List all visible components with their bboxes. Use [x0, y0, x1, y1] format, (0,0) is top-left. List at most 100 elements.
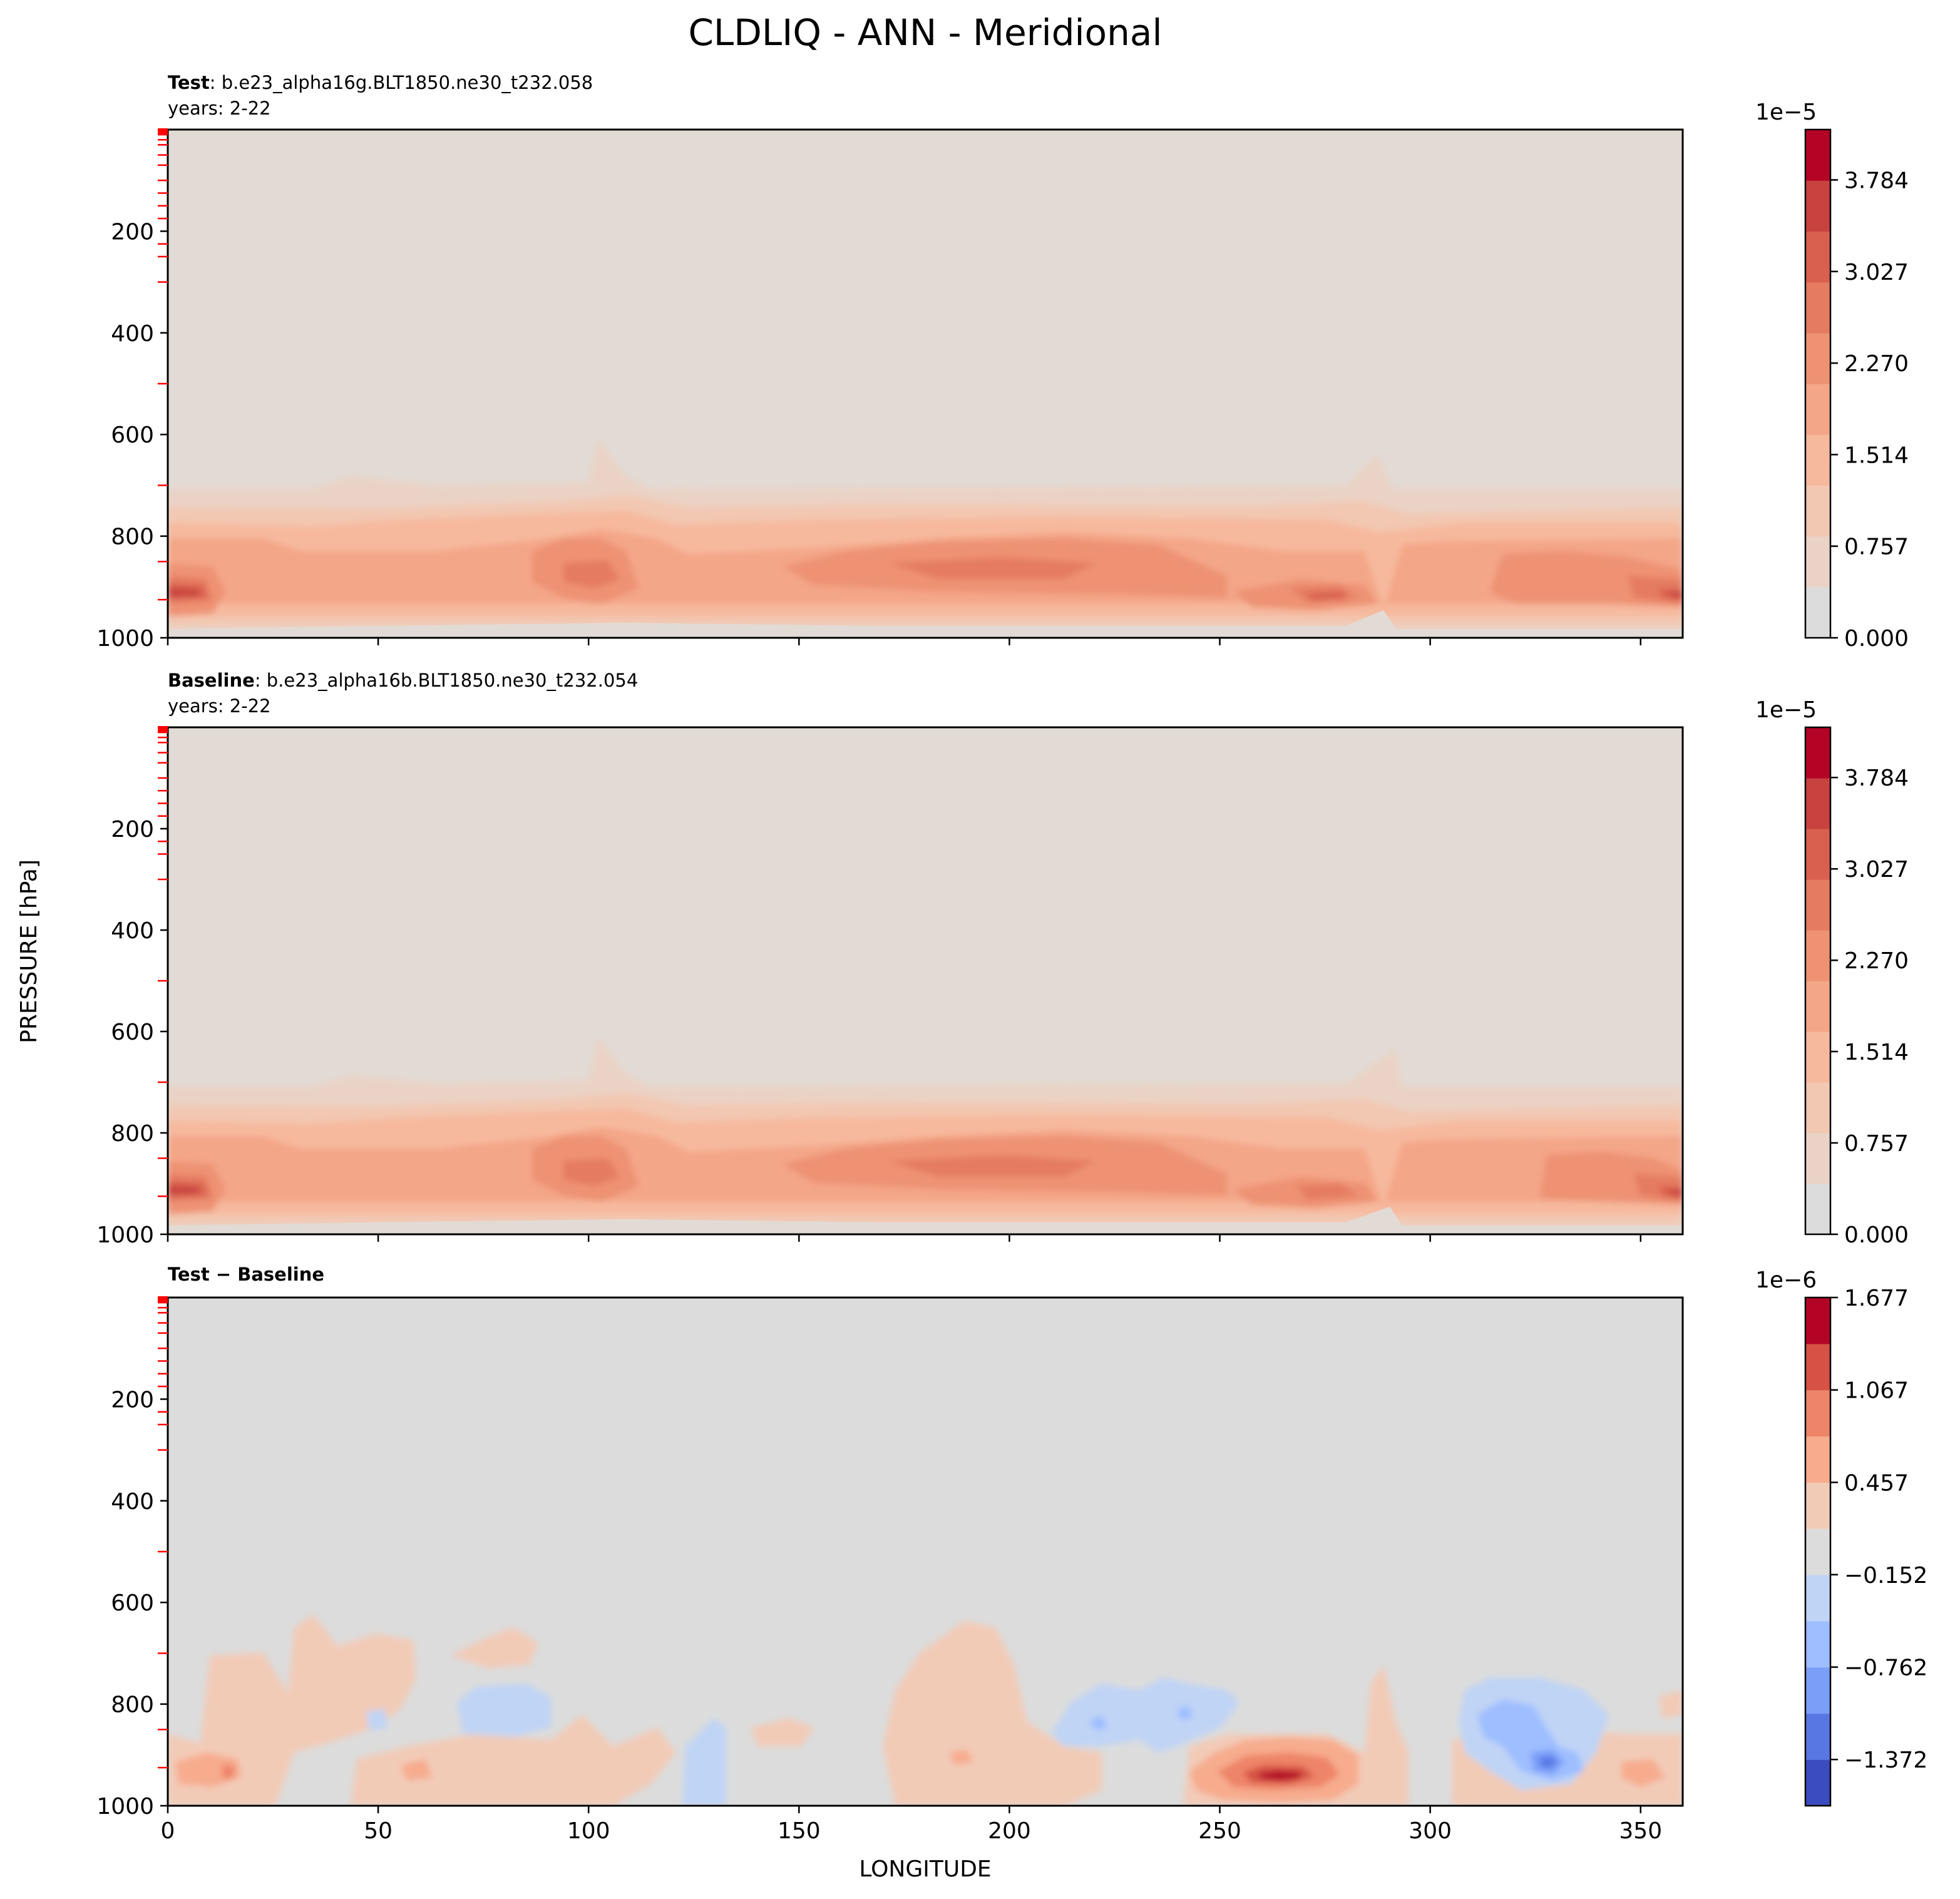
colorbar-level: [1805, 1343, 1830, 1391]
colorbar-level: [1805, 180, 1830, 232]
colorbar-level: [1805, 1713, 1830, 1760]
colorbar-tick-label: −0.762: [1844, 1655, 1927, 1681]
x-tick-label: 250: [1198, 1818, 1241, 1844]
y-tick-label: 200: [111, 817, 154, 842]
colorbar-level: [1805, 384, 1830, 435]
y-tick-label: 1000: [96, 626, 154, 652]
colorbar-level: [1805, 1667, 1830, 1714]
colorbar-level: [1805, 1759, 1830, 1806]
colorbar-exponent: 1e−6: [1755, 1267, 1817, 1293]
colorbar-level: [1805, 778, 1830, 829]
panel-test-label-case: : b.e23_alpha16g.BLT1850.ne30_t232.058: [210, 72, 593, 93]
colorbar-frame: [1804, 128, 1832, 639]
figure-title: CLDLIQ - ANN - Meridional: [688, 11, 1162, 54]
colorbar-level: [1805, 1574, 1830, 1622]
colorbar-level: [1805, 434, 1830, 486]
x-tick-label: 300: [1408, 1818, 1452, 1844]
colorbar-level: [1805, 332, 1830, 384]
y-tick-label: 1000: [96, 1794, 154, 1820]
panel-test-y-axis: 200 400 600 800 1000: [96, 128, 168, 652]
panel-difference-x-axis: 0 50 100 150 200 250 300 350: [161, 1806, 1662, 1844]
panel-test: Test: b.e23_alpha16g.BLT1850.ne30_t232.0…: [96, 72, 1909, 652]
colorbar-level: [1805, 1528, 1830, 1575]
panel-test-x-ticks: [167, 638, 1642, 645]
colorbar-tick-label: 1.514: [1844, 443, 1909, 468]
field-layer-6: [168, 557, 1683, 604]
pressure-level-tick-cluster: [158, 1296, 168, 1301]
colorbar-level: [1805, 981, 1830, 1032]
colorbar-tick-label: 0.000: [1844, 1222, 1909, 1248]
colorbar-level: [1805, 1184, 1830, 1235]
colorbar-tick-label: 2.270: [1844, 948, 1909, 974]
colorbar-tick-label: 3.027: [1844, 857, 1909, 883]
field-layer-6: [168, 1155, 1683, 1202]
panel-baseline-years: years: 2-22: [168, 695, 271, 717]
panel-baseline-field: [168, 727, 1683, 1234]
x-tick-label: 100: [567, 1818, 610, 1844]
panel-difference-field: [168, 1298, 1683, 1806]
panel-difference-label: Test − Baseline: [168, 1264, 324, 1285]
y-tick-label: 600: [111, 1590, 154, 1616]
panel-baseline-label: Baseline: b.e23_alpha16b.BLT1850.ne30_t2…: [168, 670, 638, 691]
colorbar-frame: [1804, 1296, 1832, 1807]
panel-test-label-bold: Test: [168, 72, 210, 93]
colorbar-tick-label: 0.000: [1844, 626, 1909, 652]
colorbar-tick-label: 0.757: [1844, 1131, 1909, 1157]
panel-baseline-label-bold: Baseline: [168, 670, 255, 691]
colorbar-tick-label: 3.784: [1844, 765, 1909, 791]
panel-baseline: Baseline: b.e23_alpha16b.BLT1850.ne30_t2…: [96, 670, 1909, 1248]
pressure-level-tick-cluster: [158, 726, 168, 731]
colorbar-level: [1805, 1390, 1830, 1437]
panel-baseline-x-ticks: [167, 1234, 1642, 1242]
colorbar-level: [1805, 727, 1830, 779]
colorbar-frame: [1804, 726, 1832, 1236]
y-tick-label: 200: [111, 219, 154, 245]
field-negative-2: [1052, 1677, 1239, 1753]
field-negative-6: [1540, 1756, 1557, 1769]
colorbar-level: [1805, 130, 1830, 181]
panel-difference-y-axis: 200 400 600 800 1000: [96, 1296, 168, 1820]
colorbar-level: [1805, 879, 1830, 931]
colorbar-level: [1805, 536, 1830, 588]
y-tick-label: 800: [111, 525, 154, 550]
field-surface-band: [168, 610, 1683, 638]
y-tick-label: 400: [111, 918, 154, 944]
x-tick-label: 0: [161, 1818, 175, 1844]
panel-baseline-label-case: : b.e23_alpha16b.BLT1850.ne30_t232.054: [255, 670, 638, 691]
panel-test-colorbar: 0.000 0.757 1.514 2.270 3.027 3.784 1e−5: [1755, 100, 1909, 652]
y-tick-label: 800: [111, 1692, 154, 1718]
colorbar-level: [1805, 1133, 1830, 1184]
y-tick-label: 600: [111, 422, 154, 448]
y-tick-label: 1000: [96, 1222, 154, 1248]
colorbar-tick-label: 1.067: [1844, 1378, 1909, 1404]
x-tick-label: 150: [777, 1818, 821, 1844]
colorbar-level: [1805, 231, 1830, 283]
colorbar-tick-label: 2.270: [1844, 351, 1909, 377]
colorbar-tick-label: 0.457: [1844, 1470, 1909, 1496]
colorbar-tick-label: −1.372: [1844, 1748, 1927, 1773]
colorbar-level: [1805, 1031, 1830, 1083]
panel-test-years: years: 2-22: [168, 98, 271, 119]
colorbar-level: [1805, 1436, 1830, 1483]
colorbar-exponent: 1e−5: [1755, 697, 1817, 723]
field-negative-1: [366, 1684, 726, 1806]
x-tick-label: 50: [364, 1818, 393, 1844]
x-axis-label: LONGITUDE: [859, 1856, 991, 1882]
y-tick-label: 600: [111, 1020, 154, 1045]
y-tick-label: 800: [111, 1121, 154, 1147]
colorbar-level: [1805, 1082, 1830, 1134]
colorbar-level: [1805, 485, 1830, 537]
colorbar-level: [1805, 586, 1830, 638]
field-positive-2: [351, 1715, 676, 1806]
panel-test-label: Test: b.e23_alpha16g.BLT1850.ne30_t232.0…: [168, 72, 593, 93]
y-tick-label: 200: [111, 1387, 154, 1413]
field-positive-8: [1258, 1771, 1302, 1781]
colorbar-tick-label: −0.152: [1844, 1563, 1927, 1589]
colorbar-level: [1805, 282, 1830, 334]
colorbar-level: [1805, 1620, 1830, 1668]
panel-baseline-colorbar: 0.000 0.757 1.514 2.270 3.027 3.784 1e−5: [1755, 697, 1909, 1248]
colorbar-tick-label: 3.784: [1844, 168, 1909, 193]
pressure-level-tick-cluster: [158, 128, 168, 133]
panel-difference-colorbar: −1.372 −0.762 −0.152 0.457 1.067 1.677 1e−6: [1755, 1267, 1927, 1807]
colorbar-level: [1805, 1298, 1830, 1344]
